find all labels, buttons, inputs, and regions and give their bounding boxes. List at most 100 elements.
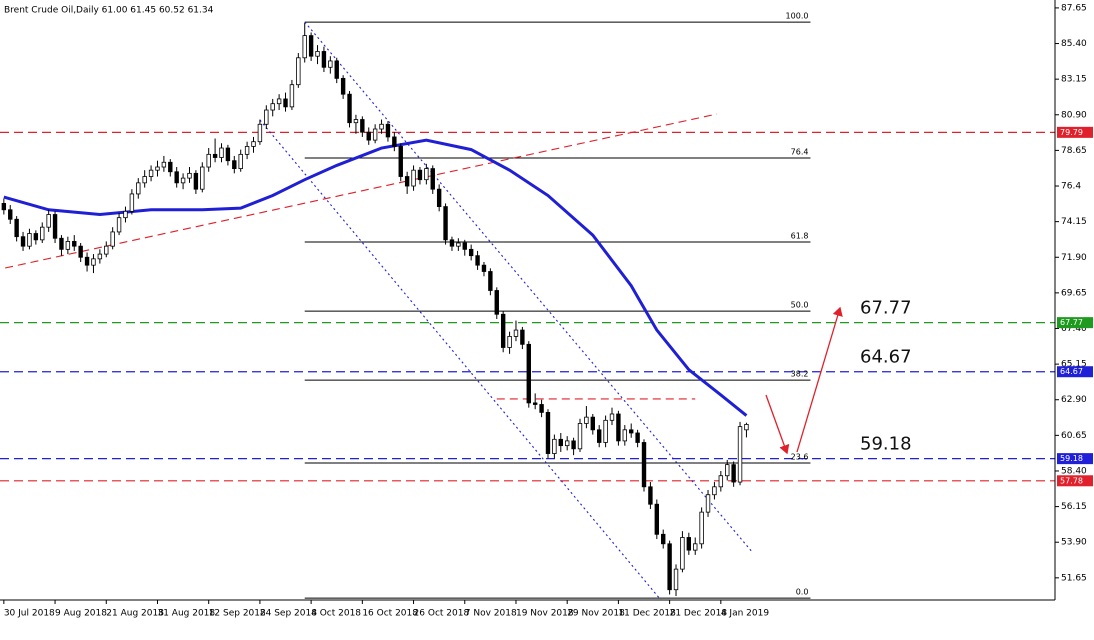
candle-body bbox=[97, 253, 103, 260]
x-tick-label: 7 Nov 2018 bbox=[465, 609, 517, 619]
candle-body bbox=[91, 258, 96, 266]
candle bbox=[564, 436, 570, 451]
candle-body bbox=[129, 193, 135, 212]
candle bbox=[622, 425, 628, 446]
candle-body bbox=[629, 429, 634, 434]
candle-body bbox=[712, 486, 717, 496]
candle bbox=[654, 499, 660, 540]
candle bbox=[8, 205, 13, 225]
x-tick-label: 4 Oct 2018 bbox=[311, 609, 361, 619]
candle-body bbox=[244, 146, 250, 155]
price-badge bbox=[1057, 366, 1093, 378]
candle bbox=[424, 163, 429, 185]
y-tick-label: 58.40 bbox=[1061, 466, 1087, 476]
candle-body bbox=[104, 245, 109, 255]
candle-body bbox=[142, 176, 147, 184]
candle bbox=[116, 212, 122, 236]
candle-body bbox=[232, 160, 237, 170]
candle-body bbox=[725, 464, 730, 477]
candle-body bbox=[456, 242, 461, 247]
candle-body bbox=[296, 57, 301, 86]
candle-body bbox=[257, 123, 263, 143]
candle-body bbox=[494, 290, 499, 315]
candle-body bbox=[635, 432, 640, 443]
candle bbox=[372, 124, 378, 144]
y-tick-label: 67.40 bbox=[1061, 324, 1087, 334]
y-tick-label: 74.15 bbox=[1061, 217, 1087, 227]
candle bbox=[161, 155, 167, 172]
candle bbox=[699, 507, 704, 549]
candle-body bbox=[654, 503, 660, 535]
candle bbox=[193, 170, 199, 194]
candle bbox=[558, 432, 563, 452]
y-tick-label: 51.65 bbox=[1061, 573, 1087, 583]
candle bbox=[744, 422, 749, 438]
candle bbox=[78, 243, 83, 263]
candle bbox=[1, 198, 7, 215]
fib-label: 23.6 bbox=[791, 453, 809, 462]
candle-body bbox=[161, 161, 167, 168]
x-tick-label: 30 Jul 2018 bbox=[4, 609, 55, 619]
candle-body bbox=[65, 241, 71, 250]
candle-body bbox=[398, 146, 403, 177]
price-badge bbox=[1057, 475, 1093, 487]
candle bbox=[40, 222, 45, 244]
candle-body bbox=[744, 424, 749, 431]
x-tick-label: 26 Oct 2018 bbox=[414, 609, 470, 619]
candle-body bbox=[155, 166, 160, 171]
candle-body bbox=[481, 264, 487, 272]
candle bbox=[276, 94, 282, 111]
y-tick-label: 56.15 bbox=[1061, 502, 1087, 512]
candle bbox=[289, 79, 295, 111]
candle bbox=[449, 236, 455, 251]
candle-body bbox=[212, 153, 218, 158]
candle-body bbox=[353, 119, 359, 124]
candle bbox=[340, 75, 346, 99]
candle bbox=[328, 56, 333, 74]
candle bbox=[481, 262, 487, 277]
candle bbox=[494, 287, 499, 319]
candle-body bbox=[1, 203, 7, 211]
candle-body bbox=[251, 141, 256, 147]
fib-label: 100.0 bbox=[786, 12, 809, 21]
candle bbox=[366, 127, 371, 145]
price-badge bbox=[1057, 453, 1093, 465]
candle-body bbox=[430, 168, 435, 190]
candle bbox=[661, 529, 666, 549]
candle-body bbox=[302, 35, 307, 59]
candle bbox=[725, 459, 730, 481]
trendline bbox=[304, 21, 753, 553]
candle bbox=[148, 165, 154, 182]
candle bbox=[321, 46, 327, 73]
price-badge-label: 57.78 bbox=[1060, 476, 1083, 485]
x-tick-label: 19 Nov 2018 bbox=[516, 609, 574, 619]
candle-body bbox=[616, 413, 621, 442]
candle bbox=[552, 434, 557, 459]
candle-body bbox=[283, 98, 288, 108]
candle-body bbox=[500, 313, 506, 348]
candle-body bbox=[366, 131, 371, 141]
candle-body bbox=[443, 206, 448, 241]
callout-label: 67.77 bbox=[860, 298, 912, 319]
candle-body bbox=[59, 237, 64, 250]
candle-body bbox=[40, 226, 45, 241]
y-tick-label: 60.65 bbox=[1061, 431, 1087, 441]
candle bbox=[353, 114, 359, 134]
candle bbox=[308, 32, 314, 61]
candle-body bbox=[321, 51, 327, 68]
candle bbox=[347, 91, 352, 128]
candle bbox=[385, 121, 391, 142]
y-tick-label: 69.65 bbox=[1061, 288, 1087, 298]
candle-body bbox=[705, 494, 711, 513]
candle bbox=[443, 203, 448, 245]
candle-body bbox=[238, 153, 243, 170]
candle bbox=[731, 461, 736, 487]
candle-body bbox=[264, 109, 269, 125]
candle-body bbox=[328, 60, 333, 68]
candle-body bbox=[564, 440, 570, 447]
arrow-down bbox=[765, 394, 790, 455]
x-tick-label: 21 Dec 2018 bbox=[670, 609, 728, 619]
candle-body bbox=[552, 438, 557, 454]
